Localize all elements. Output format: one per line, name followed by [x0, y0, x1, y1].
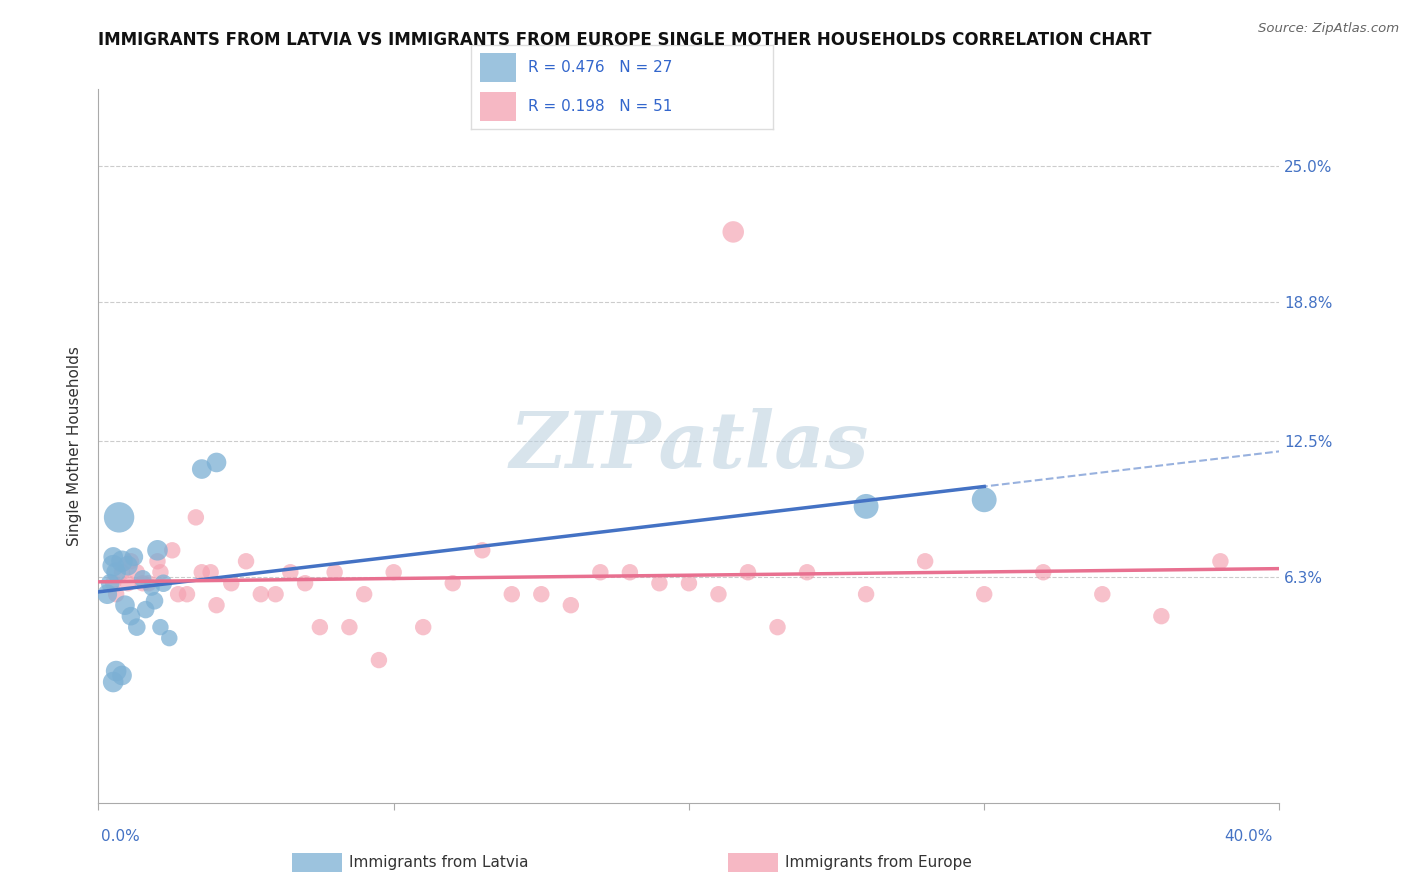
Point: [105, 587, 128, 601]
Point: [108, 510, 131, 524]
Point: [111, 566, 134, 580]
Point: [619, 566, 641, 580]
Point: [205, 455, 228, 469]
Point: [125, 620, 148, 634]
Point: [117, 558, 139, 573]
Text: R = 0.198   N = 51: R = 0.198 N = 51: [529, 99, 673, 114]
Point: [382, 566, 405, 580]
Point: [162, 543, 183, 558]
Point: [796, 566, 818, 580]
Point: [103, 675, 125, 690]
Point: [766, 620, 789, 634]
Point: [264, 587, 287, 601]
Text: IMMIGRANTS FROM LATVIA VS IMMIGRANTS FROM EUROPE SINGLE MOTHER HOUSEHOLDS CORREL: IMMIGRANTS FROM LATVIA VS IMMIGRANTS FRO…: [98, 31, 1152, 49]
Point: [353, 587, 375, 601]
Point: [146, 554, 169, 568]
Point: [120, 554, 142, 568]
Point: [471, 543, 494, 558]
Point: [589, 566, 612, 580]
Point: [1091, 587, 1114, 601]
Point: [149, 620, 172, 634]
Point: [143, 594, 166, 608]
Point: [200, 566, 222, 580]
Point: [323, 566, 346, 580]
Point: [973, 587, 995, 601]
Point: [105, 566, 128, 580]
Point: [309, 620, 332, 634]
Point: [103, 558, 125, 573]
Point: [149, 566, 172, 580]
Point: [176, 587, 198, 601]
Point: [560, 598, 582, 612]
Point: [441, 576, 464, 591]
Point: [339, 620, 360, 634]
Point: [167, 587, 190, 601]
Point: [184, 510, 207, 524]
Text: Source: ZipAtlas.com: Source: ZipAtlas.com: [1258, 22, 1399, 36]
Point: [138, 576, 160, 591]
Point: [132, 576, 155, 591]
Text: 40.0%: 40.0%: [1225, 830, 1272, 844]
Point: [648, 576, 671, 591]
Point: [1209, 554, 1232, 568]
Point: [368, 653, 391, 667]
Point: [157, 631, 180, 645]
Point: [111, 668, 134, 682]
Point: [205, 598, 228, 612]
Point: [96, 587, 118, 601]
Point: [141, 581, 163, 595]
Point: [117, 576, 139, 591]
Y-axis label: Single Mother Households: Single Mother Households: [67, 346, 83, 546]
Point: [219, 576, 242, 591]
Text: Immigrants from Latvia: Immigrants from Latvia: [349, 855, 529, 870]
Point: [120, 609, 142, 624]
Point: [1032, 566, 1054, 580]
Point: [103, 549, 125, 564]
Bar: [479, 54, 516, 82]
Point: [1150, 609, 1173, 624]
Point: [135, 602, 157, 616]
Point: [294, 576, 316, 591]
Point: [103, 576, 125, 591]
Point: [914, 554, 936, 568]
Point: [191, 462, 214, 476]
Point: [278, 566, 302, 580]
Text: R = 0.476   N = 27: R = 0.476 N = 27: [529, 60, 673, 75]
Point: [122, 549, 145, 564]
Point: [114, 598, 136, 612]
Point: [125, 566, 148, 580]
Point: [855, 500, 877, 514]
Point: [412, 620, 434, 634]
Point: [105, 664, 128, 678]
Point: [98, 576, 121, 591]
Point: [855, 587, 877, 601]
Text: ZIPatlas: ZIPatlas: [509, 408, 869, 484]
Point: [191, 566, 214, 580]
Point: [973, 492, 995, 507]
Point: [152, 576, 174, 591]
Point: [146, 543, 169, 558]
Text: 0.0%: 0.0%: [101, 830, 141, 844]
Point: [250, 587, 273, 601]
Bar: [479, 92, 516, 120]
Point: [111, 554, 134, 568]
Point: [501, 587, 523, 601]
Point: [235, 554, 257, 568]
Point: [707, 587, 730, 601]
Point: [737, 566, 759, 580]
Point: [530, 587, 553, 601]
Point: [132, 572, 155, 586]
Point: [678, 576, 700, 591]
Point: [723, 225, 745, 239]
Text: Immigrants from Europe: Immigrants from Europe: [785, 855, 972, 870]
